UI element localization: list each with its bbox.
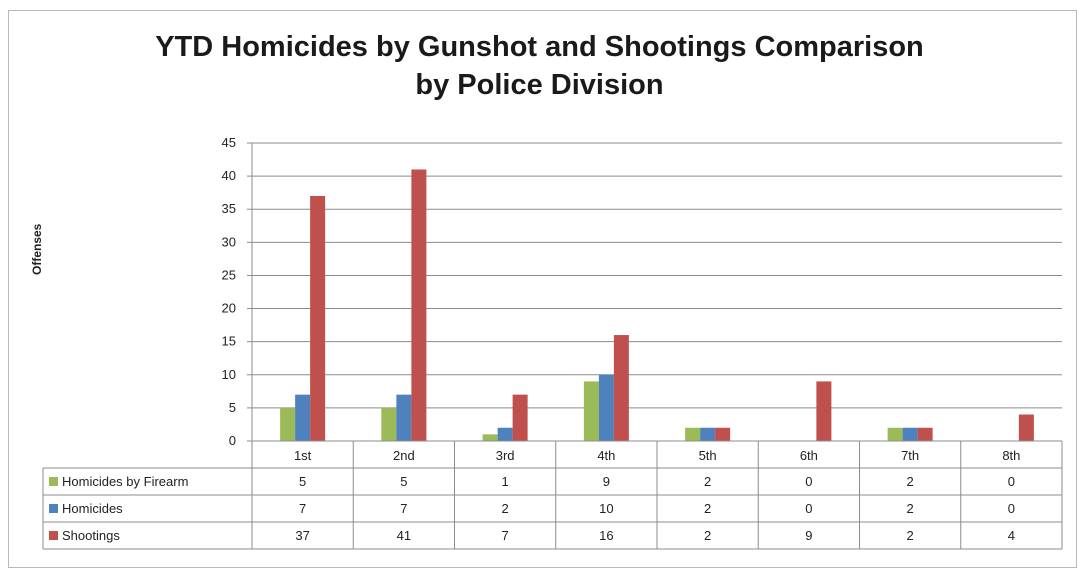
bar-shootings	[512, 394, 528, 441]
bar-homicides-by-firearm	[887, 427, 903, 441]
data-table-value: 0	[805, 501, 812, 516]
bar-shootings	[715, 427, 731, 441]
bar-homicides	[497, 427, 513, 441]
data-table-value: 2	[704, 474, 711, 489]
x-category-label: 8th	[1002, 448, 1020, 463]
legend-swatch	[49, 531, 58, 540]
chart-title-line-2: by Police Division	[415, 69, 664, 101]
x-category-label: 6th	[800, 448, 818, 463]
data-table-value: 2	[907, 474, 914, 489]
data-table-value: 2	[704, 528, 711, 543]
data-table-value: 37	[295, 528, 309, 543]
bar-shootings	[1018, 414, 1034, 441]
bar-shootings	[411, 169, 427, 441]
y-tick-label: 40	[222, 168, 236, 183]
data-table-value: 0	[1008, 501, 1015, 516]
legend-entry: Shootings	[62, 528, 120, 543]
data-table-value: 5	[400, 474, 407, 489]
bar-homicides-by-firearm	[685, 427, 701, 441]
bar-homicides-by-firearm	[583, 381, 599, 441]
data-table-value: 2	[502, 501, 509, 516]
data-table-value: 9	[603, 474, 610, 489]
x-category-label: 5th	[699, 448, 717, 463]
bar-homicides	[598, 374, 614, 441]
legend-swatch	[49, 477, 58, 486]
x-category-label: 7th	[901, 448, 919, 463]
data-table-value: 10	[599, 501, 613, 516]
bar-shootings	[310, 195, 326, 441]
bar-homicides	[295, 394, 311, 441]
x-category-label: 3rd	[496, 448, 515, 463]
data-table-value: 2	[704, 501, 711, 516]
data-table-value: 0	[805, 474, 812, 489]
y-tick-label: 15	[222, 334, 236, 349]
data-table-value: 5	[299, 474, 306, 489]
x-category-label: 4th	[597, 448, 615, 463]
data-table-value: 7	[299, 501, 306, 516]
data-table-value: 7	[400, 501, 407, 516]
bar-homicides	[902, 427, 918, 441]
data-table-value: 0	[1008, 474, 1015, 489]
y-tick-label: 5	[229, 400, 236, 415]
y-tick-label: 25	[222, 267, 236, 282]
data-table-value: 7	[502, 528, 509, 543]
data-table-value: 2	[907, 528, 914, 543]
bar-shootings	[816, 381, 832, 441]
chart-frame	[8, 10, 1077, 568]
bar-shootings	[917, 427, 933, 441]
data-table-value: 9	[805, 528, 812, 543]
bar-homicides	[700, 427, 716, 441]
legend-entry: Homicides by Firearm	[62, 474, 188, 489]
y-tick-label: 30	[222, 234, 236, 249]
bar-homicides-by-firearm	[280, 407, 296, 441]
y-tick-label: 0	[229, 433, 236, 448]
bar-shootings	[613, 335, 629, 441]
y-tick-label: 35	[222, 201, 236, 216]
data-table-value: 1	[502, 474, 509, 489]
bar-homicides	[396, 394, 412, 441]
y-tick-label: 20	[222, 301, 236, 316]
chart-title: YTD Homicides by Gunshot and Shootings C…	[0, 28, 1079, 104]
data-table-value: 41	[397, 528, 411, 543]
legend-swatch	[49, 504, 58, 513]
data-table-value: 4	[1008, 528, 1015, 543]
x-category-label: 1st	[294, 448, 312, 463]
legend-entry: Homicides	[62, 501, 123, 516]
bar-homicides-by-firearm	[482, 434, 498, 441]
data-table-value: 2	[907, 501, 914, 516]
x-category-label: 2nd	[393, 448, 415, 463]
bar-homicides-by-firearm	[381, 407, 397, 441]
y-tick-label: 45	[222, 135, 236, 150]
y-tick-label: 10	[222, 367, 236, 382]
data-table-value: 16	[599, 528, 613, 543]
chart-title-line-1: YTD Homicides by Gunshot and Shootings C…	[155, 31, 924, 63]
